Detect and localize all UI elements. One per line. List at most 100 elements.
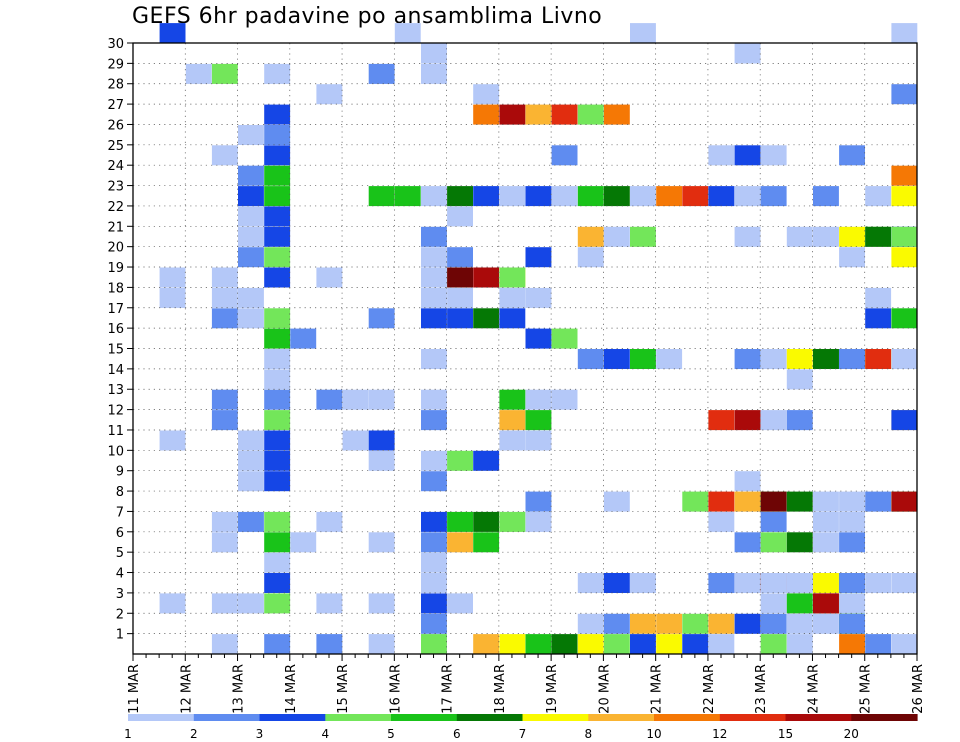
heatmap-cell (813, 532, 839, 553)
heatmap-cell (577, 186, 604, 207)
y-tick-label: 4 (116, 567, 124, 582)
heatmap-cell (865, 349, 892, 369)
heatmap-cell (525, 634, 552, 655)
chart-title: GEFS 6hr padavine po ansamblima Livno (132, 4, 603, 29)
heatmap-cell (839, 145, 865, 166)
heatmap-cell (211, 63, 238, 84)
heatmap-cell (734, 226, 761, 247)
y-tick-label: 10 (107, 444, 124, 459)
heatmap-cell (891, 410, 918, 431)
heatmap-cell (368, 450, 395, 471)
heatmap-cell (734, 145, 761, 166)
x-tick-label: 12 MAR (179, 664, 194, 714)
heatmap-cell (238, 226, 264, 247)
heatmap-cell (421, 410, 447, 431)
heatmap-cell (264, 573, 291, 593)
heatmap-cell (368, 532, 395, 553)
x-tick-label: 14 MAR (284, 664, 299, 714)
heatmap-cell (577, 634, 604, 655)
heatmap-cell (551, 145, 578, 166)
heatmap-cell (786, 349, 813, 369)
colorbar-label: 3 (256, 727, 264, 741)
y-tick-label: 15 (107, 343, 124, 358)
heatmap-cell (630, 23, 656, 44)
heatmap-cell (421, 552, 447, 573)
heatmap-cell (473, 84, 500, 105)
heatmap-cell (630, 573, 656, 593)
heatmap-cell (421, 267, 447, 288)
colorbar-swatch (785, 714, 852, 721)
colorbar-swatch (456, 714, 524, 721)
heatmap-cell (760, 532, 787, 553)
heatmap-cell (551, 328, 578, 349)
heatmap-cell (891, 23, 918, 44)
heatmap-cell (238, 287, 264, 308)
heatmap-cell (159, 267, 186, 288)
heatmap-cell (499, 511, 526, 532)
heatmap-cell (159, 430, 186, 451)
heatmap-cell (421, 349, 447, 369)
heatmap-cell (316, 84, 343, 105)
heatmap-cell (421, 43, 447, 64)
heatmap-cell (499, 410, 526, 431)
heatmap-cell (421, 450, 447, 471)
heatmap-cell (708, 573, 735, 593)
x-tick-label: 16 MAR (388, 664, 403, 714)
colorbar-swatch (128, 714, 195, 721)
heatmap-cell (499, 389, 526, 410)
heatmap-cell (630, 349, 656, 369)
heatmap-cell (682, 491, 709, 512)
heatmap-cell (891, 308, 918, 329)
y-tick-label: 20 (107, 241, 124, 256)
heatmap-cell (211, 308, 238, 329)
y-tick-label: 9 (116, 465, 124, 480)
heatmap-cell (551, 104, 578, 125)
heatmap-cell (421, 593, 447, 614)
heatmap-cell (813, 491, 839, 512)
heatmap-cell (264, 63, 291, 84)
heatmap-cell (708, 491, 735, 512)
heatmap-cell (708, 613, 735, 634)
colorbar-swatch (325, 714, 392, 721)
heatmap-cell (891, 165, 918, 186)
heatmap-cell (760, 573, 787, 593)
heatmap-cell (760, 145, 787, 166)
heatmap-cell (839, 226, 865, 247)
heatmap-cell (238, 308, 264, 329)
heatmap-cell (734, 532, 761, 553)
heatmap-cell (447, 186, 473, 207)
colorbar-label: 20 (844, 727, 859, 741)
heatmap-cell (839, 349, 865, 369)
y-tick-label: 30 (107, 37, 124, 52)
heatmap-cell (185, 63, 212, 84)
heatmap-cell (238, 186, 264, 207)
colorbar-label: 8 (584, 727, 592, 741)
heatmap-cell (525, 328, 552, 349)
heatmap-cell (264, 206, 291, 227)
heatmap-cell (211, 145, 238, 166)
heatmap-cell (499, 186, 526, 207)
heatmap-cell (238, 471, 264, 492)
heatmap-cell (368, 593, 395, 614)
y-tick-label: 5 (116, 546, 124, 561)
heatmap-cell (551, 634, 578, 655)
x-tick-label: 13 MAR (232, 664, 247, 714)
heatmap-cell (447, 287, 473, 308)
heatmap-cell (891, 491, 918, 512)
colorbar-label: 4 (321, 727, 329, 741)
heatmap-cell (813, 349, 839, 369)
heatmap-cell (682, 634, 709, 655)
colorbar-swatch (851, 714, 918, 721)
heatmap-cell (813, 511, 839, 532)
heatmap-cell (499, 287, 526, 308)
heatmap-cell (264, 104, 291, 125)
heatmap-cell (264, 125, 291, 145)
heatmap-cell (734, 613, 761, 634)
heatmap-cell (839, 593, 865, 614)
x-tick-label: 20 MAR (597, 664, 612, 714)
heatmap-cell (394, 186, 421, 207)
x-tick-label: 21 MAR (650, 664, 665, 714)
heatmap-cell (159, 593, 186, 614)
heatmap-cell (682, 613, 709, 634)
heatmap-cell (211, 593, 238, 614)
